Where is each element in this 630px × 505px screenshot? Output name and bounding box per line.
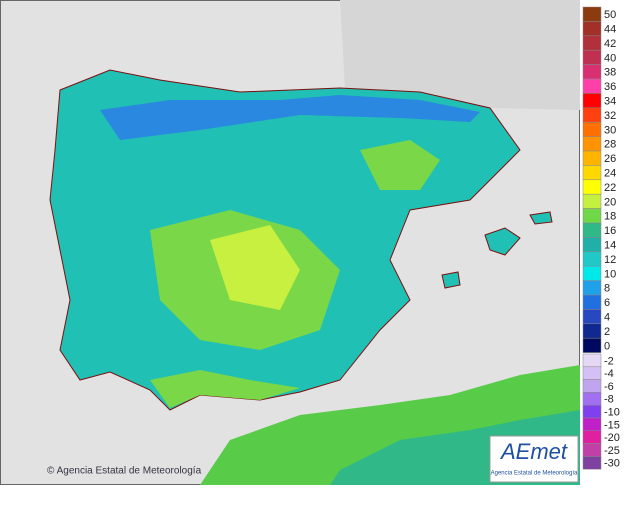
legend-label: 50: [604, 9, 616, 21]
legend-swatch: [582, 237, 602, 253]
legend-label: 4: [604, 312, 610, 324]
legend-swatch: [582, 78, 602, 94]
mountains: [100, 95, 480, 140]
legend-label: 30: [604, 124, 616, 136]
legend-label: -2: [604, 355, 614, 367]
legend-swatch: [582, 337, 602, 353]
map: © Agencia Estatal de Meteorología AEmet …: [0, 0, 580, 485]
legend-swatch: [582, 251, 602, 267]
legend-swatch: [582, 280, 602, 296]
legend-label: 36: [604, 81, 616, 93]
legend-label: 22: [604, 182, 616, 194]
copyright: © Agencia Estatal de Meteorología: [47, 466, 202, 477]
legend-swatch: [582, 193, 602, 209]
logo-subtitle: Agencia Estatal de Meteorología: [491, 471, 578, 477]
legend-label: -20: [604, 432, 620, 444]
legend-label: 14: [604, 240, 616, 252]
legend-label: -25: [604, 445, 620, 457]
legend-label: 40: [604, 52, 616, 64]
legend-swatch: [582, 265, 602, 281]
legend-swatch: [582, 93, 602, 109]
legend-label: 10: [604, 268, 616, 280]
legend-swatch: [582, 366, 602, 380]
legend-label: 2: [604, 326, 610, 338]
legend-swatch: [582, 136, 602, 152]
legend-label: 8: [604, 283, 610, 295]
legend-swatch: [582, 49, 602, 65]
warmest-region: [210, 225, 300, 310]
legend-swatch: [582, 222, 602, 238]
legend-swatch: [582, 323, 602, 339]
logo-name: AEmet: [499, 439, 568, 464]
legend-label: 26: [604, 153, 616, 165]
legend-label: -15: [604, 419, 620, 431]
legend-swatch: [582, 404, 602, 419]
legend-swatch: [582, 150, 602, 166]
legend-swatch: [582, 456, 602, 470]
legend-label: 6: [604, 297, 610, 309]
legend-swatch: [582, 430, 602, 444]
legend-label: 0: [604, 340, 610, 352]
legend-swatch: [582, 379, 602, 393]
legend-label: -10: [604, 407, 620, 419]
france: [340, 0, 580, 110]
legend-swatch: [582, 6, 602, 22]
legend-swatch: [582, 21, 602, 37]
legend-label: 24: [604, 168, 616, 180]
legend-swatch: [582, 392, 602, 406]
legend-swatch: [582, 294, 602, 310]
legend-swatch: [582, 353, 602, 368]
legend-label: 32: [604, 110, 616, 122]
legend-label: 42: [604, 38, 616, 50]
legend-swatch: [582, 417, 602, 432]
legend-swatch: [582, 121, 602, 137]
legend-swatch: [582, 443, 602, 457]
legend-label: 44: [604, 24, 616, 36]
legend-label: -8: [604, 394, 614, 406]
legend-label: -30: [604, 458, 620, 470]
menorca: [529, 211, 553, 225]
legend-label: 38: [604, 67, 616, 79]
legend-swatch: [582, 107, 602, 123]
legend-swatch: [582, 208, 602, 224]
legend-label: 28: [604, 139, 616, 151]
logo-box: [489, 435, 579, 483]
legend-label: 12: [604, 254, 616, 266]
ebro-valley: [360, 140, 440, 190]
legend: 5044424038363432302826242220181614121086…: [582, 6, 620, 470]
legend-swatch: [582, 165, 602, 181]
guadalquivir: [150, 370, 300, 408]
legend-swatch: [582, 309, 602, 325]
legend-label: 18: [604, 211, 616, 223]
legend-swatch: [582, 35, 602, 51]
legend-label: -4: [604, 368, 614, 380]
legend-label: 20: [604, 196, 616, 208]
legend-label: -6: [604, 381, 614, 393]
legend-swatch: [582, 64, 602, 80]
legend-label: 16: [604, 225, 616, 237]
ibiza: [441, 271, 461, 289]
legend-label: 34: [604, 96, 616, 108]
mallorca: [484, 227, 521, 256]
legend-swatch: [582, 179, 602, 195]
